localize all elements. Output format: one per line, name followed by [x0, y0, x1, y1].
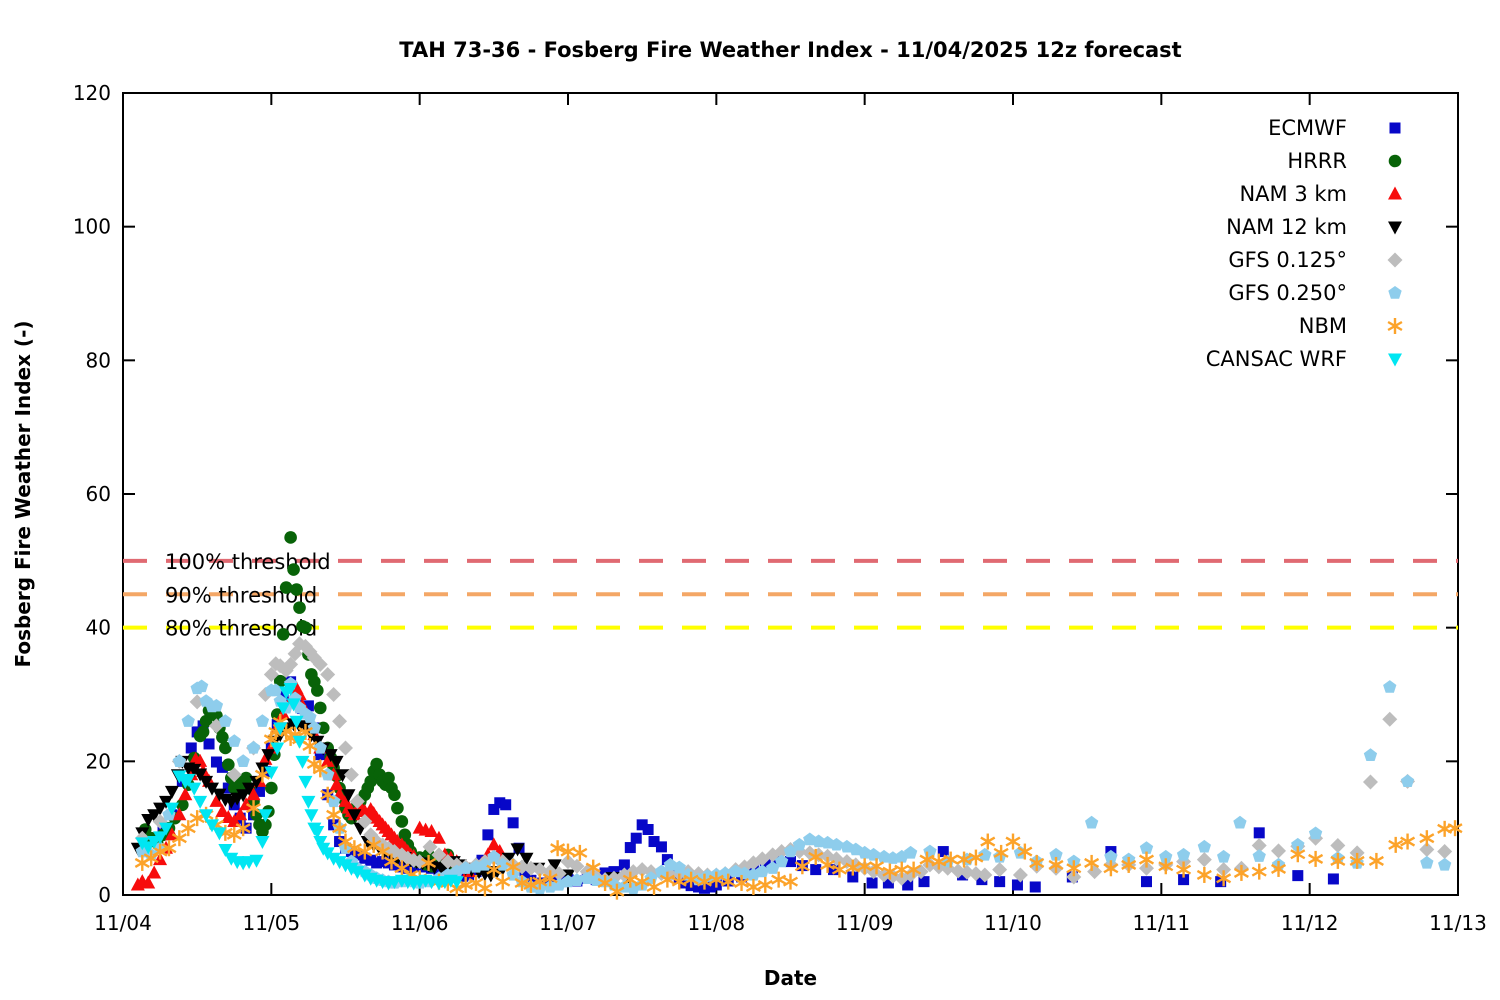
- nam-3-km-marker-icon: [1388, 186, 1402, 200]
- y-tick-label: 60: [86, 482, 111, 506]
- y-tick-label: 80: [86, 348, 111, 372]
- legend-label: GFS 0.125°: [1228, 248, 1347, 272]
- legend-label: GFS 0.250°: [1228, 281, 1347, 305]
- x-tick-label: 11/10: [984, 911, 1042, 935]
- y-tick-label: 100: [73, 215, 111, 239]
- x-tick-label: 11/09: [836, 911, 894, 935]
- x-tick-label: 11/06: [391, 911, 449, 935]
- legend-label: NAM 3 km: [1239, 182, 1347, 206]
- ecmwf-marker-icon: [1389, 122, 1401, 134]
- legend-item-cansac-wrf: CANSAC WRF: [1206, 347, 1402, 371]
- legend-label: ECMWF: [1268, 116, 1347, 140]
- legend-item-nam-3-km: NAM 3 km: [1239, 182, 1402, 206]
- y-tick-label: 20: [86, 749, 111, 773]
- legend-item-gfs-0-250-: GFS 0.250°: [1228, 281, 1402, 305]
- series-cansac-wrf: [135, 682, 464, 891]
- legend-label: NBM: [1299, 314, 1347, 338]
- cansac-wrf-marker-icon: [1388, 353, 1402, 367]
- axes: 0 20 40 60 80 100 120 11/04 11/05 11/06 11/07 11/08…: [73, 81, 1487, 935]
- x-tick-label: 11/13: [1429, 911, 1487, 935]
- legend-item-nbm: NBM: [1299, 314, 1403, 338]
- gfs-0-125--marker-icon: [1387, 252, 1403, 268]
- threshold-label-40: 80% threshold: [165, 617, 317, 641]
- legend-label: NAM 12 km: [1226, 215, 1347, 239]
- nbm-marker-icon: [1387, 318, 1403, 334]
- x-tick-label: 11/04: [94, 911, 152, 935]
- threshold-label-50: 100% threshold: [165, 550, 331, 574]
- legend-item-ecmwf: ECMWF: [1268, 116, 1401, 140]
- y-axis-label: Fosberg Fire Weather Index (-): [11, 320, 35, 667]
- gfs-0-250--marker-icon: [1388, 286, 1402, 299]
- legend-label: HRRR: [1287, 149, 1347, 173]
- chart-title: TAH 73-36 - Fosberg Fire Weather Index -…: [399, 38, 1181, 62]
- x-tick-label: 11/07: [539, 911, 597, 935]
- legend: ECMWF HRRR NAM 3 km NAM 12 km GFS 0.125° GFS …: [1206, 116, 1403, 371]
- legend-item-nam-12-km: NAM 12 km: [1226, 215, 1402, 239]
- x-tick-label: 11/08: [688, 911, 746, 935]
- y-tick-label: 120: [73, 81, 111, 105]
- legend-item-hrrr: HRRR: [1287, 149, 1402, 173]
- x-tick-label: 11/05: [243, 911, 301, 935]
- legend-item-gfs-0-125-: GFS 0.125°: [1228, 248, 1403, 272]
- y-tick-label: 0: [98, 883, 111, 907]
- legend-label: CANSAC WRF: [1206, 347, 1347, 371]
- x-axis-label: Date: [764, 966, 817, 990]
- x-tick-label: 11/11: [1133, 911, 1191, 935]
- x-tick-label: 11/12: [1281, 911, 1339, 935]
- nam-12-km-marker-icon: [1388, 221, 1402, 235]
- hrrr-marker-icon: [1388, 154, 1402, 168]
- y-tick-label: 40: [86, 616, 111, 640]
